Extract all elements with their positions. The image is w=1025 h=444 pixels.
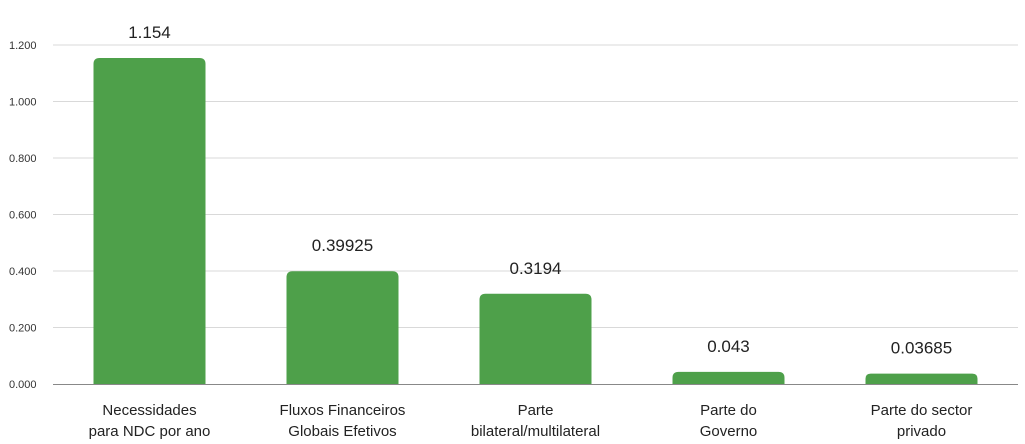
- bar: [93, 57, 206, 385]
- data-labels: 1.154 0.39925 0.3194 0.043 0.03685: [128, 23, 952, 358]
- category-label-line: Necessidades: [102, 402, 196, 419]
- category-label-line: para NDC por ano: [89, 423, 211, 440]
- category-label-line: Fluxos Financeiros: [280, 402, 406, 419]
- category-label-line: Parte do: [700, 402, 757, 419]
- data-label: 0.03685: [891, 339, 952, 358]
- y-tick-label: 0.200: [9, 323, 37, 335]
- data-label: 0.043: [707, 337, 750, 356]
- y-tick-label: 1.000: [9, 97, 37, 109]
- category-label-line: Governo: [700, 423, 758, 440]
- y-axis-tick-labels: 0.000 0.200 0.400 0.600 0.800 1.000 1.200: [9, 40, 37, 391]
- category-label: Parte bilateral/multilateral: [471, 402, 600, 440]
- data-label: 0.3194: [510, 259, 562, 278]
- data-label: 0.39925: [312, 236, 373, 255]
- bar: [479, 293, 592, 384]
- category-label: Parte do Governo: [700, 402, 758, 440]
- bars: [93, 57, 978, 385]
- category-label: Fluxos Financeiros Globais Efetivos: [280, 402, 406, 440]
- bar: [672, 371, 785, 384]
- x-axis-category-labels: Necessidades para NDC por ano Fluxos Finan…: [89, 402, 973, 440]
- y-tick-label: 0.400: [9, 266, 37, 278]
- category-label: Parte do sector privado: [871, 402, 973, 440]
- category-label-line: Parte do sector: [871, 402, 973, 419]
- y-tick-label: 0.600: [9, 210, 37, 222]
- gridlines: [53, 44, 1018, 328]
- category-label: Necessidades para NDC por ano: [89, 402, 211, 440]
- y-tick-label: 0.800: [9, 153, 37, 165]
- category-label-line: Parte: [518, 402, 554, 419]
- category-label-line: privado: [897, 423, 946, 440]
- y-tick-label: 1.200: [9, 40, 37, 52]
- category-label-line: bilateral/multilateral: [471, 423, 600, 440]
- y-tick-label: 0.000: [9, 379, 37, 391]
- bar: [865, 373, 978, 384]
- data-label: 1.154: [128, 23, 171, 42]
- category-label-line: Globais Efetivos: [288, 423, 396, 440]
- bar: [286, 271, 399, 384]
